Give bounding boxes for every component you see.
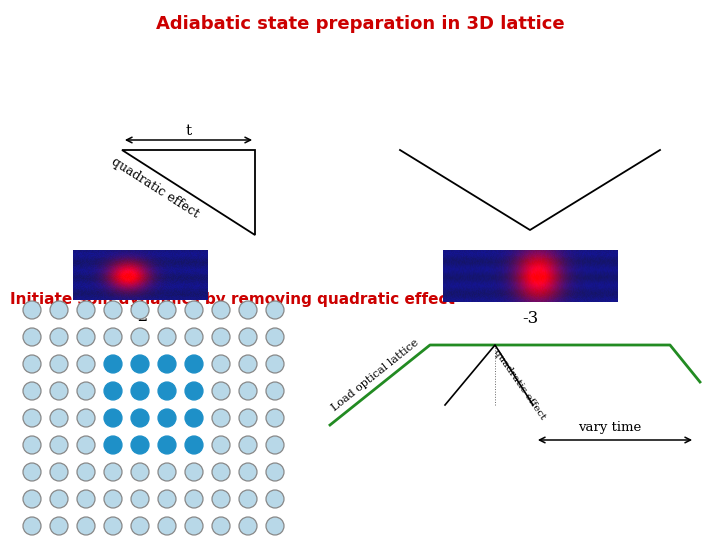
- Circle shape: [266, 355, 284, 373]
- Circle shape: [104, 355, 122, 373]
- Circle shape: [104, 517, 122, 535]
- Circle shape: [158, 409, 176, 427]
- Circle shape: [239, 328, 257, 346]
- Circle shape: [239, 463, 257, 481]
- Circle shape: [50, 490, 68, 508]
- Text: quadratic effect: quadratic effect: [492, 348, 548, 422]
- Circle shape: [158, 301, 176, 319]
- Circle shape: [77, 517, 95, 535]
- Circle shape: [212, 463, 230, 481]
- Circle shape: [23, 436, 41, 454]
- Text: -2: -2: [132, 308, 148, 325]
- Circle shape: [158, 490, 176, 508]
- Circle shape: [104, 490, 122, 508]
- Circle shape: [185, 517, 203, 535]
- Circle shape: [185, 490, 203, 508]
- Circle shape: [266, 490, 284, 508]
- Circle shape: [50, 301, 68, 319]
- Circle shape: [239, 301, 257, 319]
- Text: quadratic effect: quadratic effect: [109, 155, 202, 220]
- Circle shape: [50, 328, 68, 346]
- Circle shape: [77, 328, 95, 346]
- Circle shape: [266, 382, 284, 400]
- Circle shape: [266, 436, 284, 454]
- Circle shape: [104, 328, 122, 346]
- Circle shape: [77, 382, 95, 400]
- Circle shape: [266, 517, 284, 535]
- Circle shape: [185, 301, 203, 319]
- Circle shape: [131, 490, 149, 508]
- Circle shape: [212, 328, 230, 346]
- Text: vary time: vary time: [578, 422, 642, 435]
- Circle shape: [77, 355, 95, 373]
- Circle shape: [266, 328, 284, 346]
- Circle shape: [23, 490, 41, 508]
- Circle shape: [23, 517, 41, 535]
- Circle shape: [239, 355, 257, 373]
- Circle shape: [239, 382, 257, 400]
- Circle shape: [158, 463, 176, 481]
- Circle shape: [158, 328, 176, 346]
- Circle shape: [212, 409, 230, 427]
- Circle shape: [77, 463, 95, 481]
- Circle shape: [23, 328, 41, 346]
- Circle shape: [23, 382, 41, 400]
- Circle shape: [131, 517, 149, 535]
- Circle shape: [185, 409, 203, 427]
- Circle shape: [77, 490, 95, 508]
- Circle shape: [239, 409, 257, 427]
- Circle shape: [185, 382, 203, 400]
- Circle shape: [131, 382, 149, 400]
- Circle shape: [131, 463, 149, 481]
- Circle shape: [50, 463, 68, 481]
- Circle shape: [104, 301, 122, 319]
- Circle shape: [212, 436, 230, 454]
- Circle shape: [266, 301, 284, 319]
- Circle shape: [158, 355, 176, 373]
- Circle shape: [212, 301, 230, 319]
- Circle shape: [131, 355, 149, 373]
- Circle shape: [131, 409, 149, 427]
- Circle shape: [158, 382, 176, 400]
- Circle shape: [131, 328, 149, 346]
- Circle shape: [77, 436, 95, 454]
- Text: Adiabatic state preparation in 3D lattice: Adiabatic state preparation in 3D lattic…: [156, 15, 564, 33]
- Circle shape: [185, 328, 203, 346]
- Circle shape: [50, 355, 68, 373]
- Circle shape: [185, 463, 203, 481]
- Circle shape: [185, 436, 203, 454]
- Text: -3: -3: [522, 310, 538, 327]
- Circle shape: [185, 355, 203, 373]
- Circle shape: [158, 517, 176, 535]
- Circle shape: [104, 409, 122, 427]
- Circle shape: [239, 436, 257, 454]
- Text: Initiate spin dynamics by removing quadratic effect: Initiate spin dynamics by removing quadr…: [10, 292, 455, 307]
- Circle shape: [104, 436, 122, 454]
- Circle shape: [23, 301, 41, 319]
- Circle shape: [23, 463, 41, 481]
- Text: t: t: [186, 124, 192, 138]
- Circle shape: [212, 382, 230, 400]
- Circle shape: [50, 517, 68, 535]
- Circle shape: [104, 382, 122, 400]
- Circle shape: [131, 436, 149, 454]
- Text: Load optical lattice: Load optical lattice: [330, 338, 420, 413]
- Circle shape: [77, 301, 95, 319]
- Circle shape: [50, 382, 68, 400]
- Circle shape: [50, 436, 68, 454]
- Circle shape: [239, 490, 257, 508]
- Circle shape: [212, 517, 230, 535]
- Circle shape: [266, 409, 284, 427]
- Circle shape: [131, 301, 149, 319]
- Circle shape: [23, 409, 41, 427]
- Circle shape: [23, 355, 41, 373]
- Circle shape: [266, 463, 284, 481]
- Circle shape: [212, 355, 230, 373]
- Circle shape: [50, 409, 68, 427]
- Circle shape: [212, 490, 230, 508]
- Circle shape: [239, 517, 257, 535]
- Circle shape: [77, 409, 95, 427]
- Circle shape: [104, 463, 122, 481]
- Circle shape: [158, 436, 176, 454]
